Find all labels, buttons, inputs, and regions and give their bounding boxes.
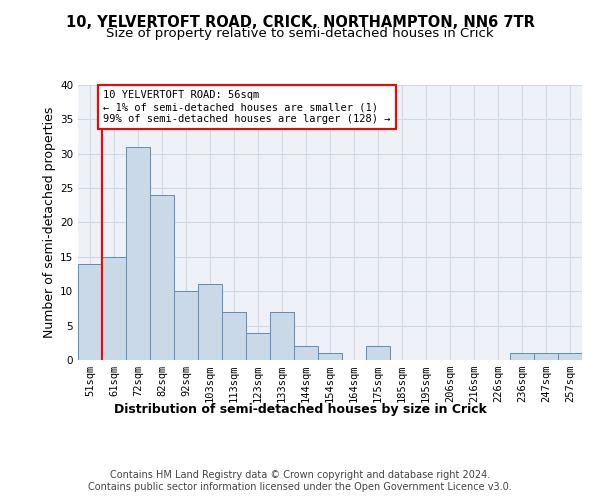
Bar bbox=[222, 312, 246, 360]
Bar bbox=[126, 147, 150, 360]
Bar bbox=[246, 332, 270, 360]
Bar bbox=[558, 353, 582, 360]
Text: 10, YELVERTOFT ROAD, CRICK, NORTHAMPTON, NN6 7TR: 10, YELVERTOFT ROAD, CRICK, NORTHAMPTON,… bbox=[65, 15, 535, 30]
Y-axis label: Number of semi-detached properties: Number of semi-detached properties bbox=[43, 107, 56, 338]
Text: Contains HM Land Registry data © Crown copyright and database right 2024.: Contains HM Land Registry data © Crown c… bbox=[110, 470, 490, 480]
Text: Contains public sector information licensed under the Open Government Licence v3: Contains public sector information licen… bbox=[88, 482, 512, 492]
Bar bbox=[102, 257, 126, 360]
Text: Distribution of semi-detached houses by size in Crick: Distribution of semi-detached houses by … bbox=[113, 402, 487, 415]
Bar bbox=[174, 291, 198, 360]
Bar bbox=[78, 264, 102, 360]
Bar bbox=[510, 353, 534, 360]
Bar bbox=[270, 312, 294, 360]
Bar bbox=[150, 195, 174, 360]
Text: Size of property relative to semi-detached houses in Crick: Size of property relative to semi-detach… bbox=[106, 28, 494, 40]
Bar bbox=[198, 284, 222, 360]
Bar bbox=[318, 353, 342, 360]
Bar bbox=[294, 346, 318, 360]
Bar bbox=[534, 353, 558, 360]
Text: 10 YELVERTOFT ROAD: 56sqm
← 1% of semi-detached houses are smaller (1)
99% of se: 10 YELVERTOFT ROAD: 56sqm ← 1% of semi-d… bbox=[103, 90, 391, 124]
Bar bbox=[366, 346, 390, 360]
